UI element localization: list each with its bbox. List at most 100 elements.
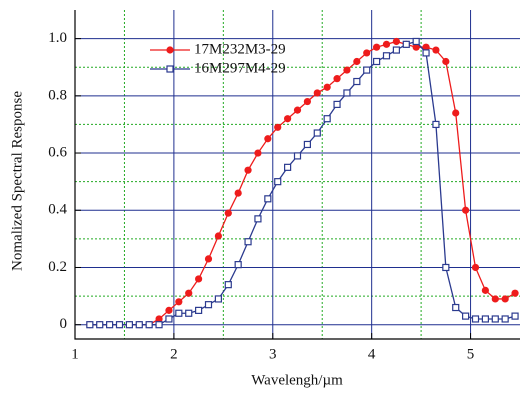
data-point — [185, 309, 193, 317]
data-point — [323, 83, 331, 91]
legend-marker — [166, 46, 174, 54]
data-point — [353, 77, 361, 86]
series-line — [89, 40, 516, 326]
data-point — [422, 43, 430, 51]
data-point — [313, 89, 321, 97]
y-tick-label: 0 — [60, 316, 68, 332]
data-point — [471, 263, 480, 272]
y-tick-label: 0.8 — [48, 87, 67, 103]
data-point — [244, 238, 252, 246]
legend-marker — [166, 65, 174, 73]
data-point — [333, 75, 341, 83]
data-point — [363, 66, 371, 74]
y-axis-label: Nomalized Spectral Response — [9, 91, 25, 271]
data-point — [185, 289, 193, 297]
x-tick-label: 2 — [170, 346, 178, 362]
data-point — [363, 49, 371, 57]
data-point — [195, 275, 203, 283]
data-point — [293, 152, 302, 160]
data-point — [501, 315, 509, 323]
data-point — [313, 129, 321, 137]
data-point — [343, 66, 351, 74]
data-point — [402, 40, 410, 48]
data-point — [175, 309, 183, 317]
data-point — [481, 286, 489, 294]
data-point — [392, 46, 400, 54]
data-point — [343, 89, 351, 97]
data-point — [264, 135, 272, 143]
data-point — [412, 37, 420, 46]
data-point — [481, 315, 489, 323]
data-point — [293, 106, 302, 114]
data-point — [392, 37, 400, 46]
data-point — [86, 321, 94, 329]
y-tick-label: 0.2 — [48, 259, 67, 275]
data-point — [511, 312, 519, 320]
data-point — [373, 43, 381, 51]
data-point — [254, 215, 262, 223]
data-point — [511, 289, 519, 297]
data-point — [106, 321, 114, 329]
x-tick-label: 5 — [467, 346, 475, 362]
data-point — [135, 321, 143, 329]
x-tick-label: 3 — [269, 346, 277, 362]
data-point — [323, 115, 331, 123]
data-point — [115, 321, 124, 329]
data-point — [284, 115, 292, 123]
data-point — [471, 315, 480, 323]
data-point — [491, 315, 499, 323]
data-point — [422, 49, 430, 57]
data-point — [155, 315, 163, 323]
data-point — [204, 255, 213, 263]
y-tick-label: 1.0 — [48, 30, 67, 46]
data-point — [373, 57, 381, 66]
data-point — [96, 321, 104, 329]
data-point — [274, 123, 282, 131]
data-point — [353, 57, 361, 66]
data-point — [244, 166, 252, 174]
data-point — [274, 178, 282, 186]
data-point — [452, 303, 460, 312]
y-tick-label: 0.6 — [48, 144, 67, 160]
data-point — [125, 321, 133, 329]
data-point — [165, 315, 173, 323]
x-axis-label: Wavelengh/µm — [251, 372, 343, 388]
data-point — [442, 57, 450, 66]
data-point — [224, 209, 232, 217]
data-point — [432, 46, 440, 54]
axes — [74, 10, 520, 340]
data-point — [175, 298, 183, 306]
data-point — [501, 295, 509, 303]
y-tick-label: 0.4 — [48, 202, 67, 218]
data-point — [412, 43, 420, 51]
data-point — [264, 195, 272, 203]
data-point — [432, 120, 440, 129]
data-point — [462, 312, 470, 320]
data-point — [165, 306, 173, 314]
data-point — [204, 301, 213, 309]
legend-label: 17M232M3-29 — [194, 41, 286, 57]
data-point — [214, 232, 222, 240]
data-point — [234, 261, 242, 269]
data-point — [284, 163, 292, 171]
data-point — [155, 321, 163, 329]
data-point — [382, 40, 391, 48]
data-point — [214, 295, 222, 303]
data-point — [462, 206, 470, 214]
data-point — [491, 295, 499, 303]
legend-label: 16M297M4-29 — [194, 60, 286, 76]
data-point — [254, 149, 262, 157]
x-tick-label: 1 — [71, 346, 79, 362]
data-point — [452, 109, 460, 117]
data-point — [303, 97, 311, 106]
data-point — [234, 189, 242, 197]
data-point — [442, 263, 450, 272]
data-point — [382, 52, 391, 60]
data-point — [145, 321, 153, 329]
data-point — [224, 281, 232, 289]
data-point — [333, 100, 341, 109]
data-point — [303, 140, 311, 149]
data-point — [195, 306, 203, 314]
x-tick-label: 4 — [368, 346, 376, 362]
